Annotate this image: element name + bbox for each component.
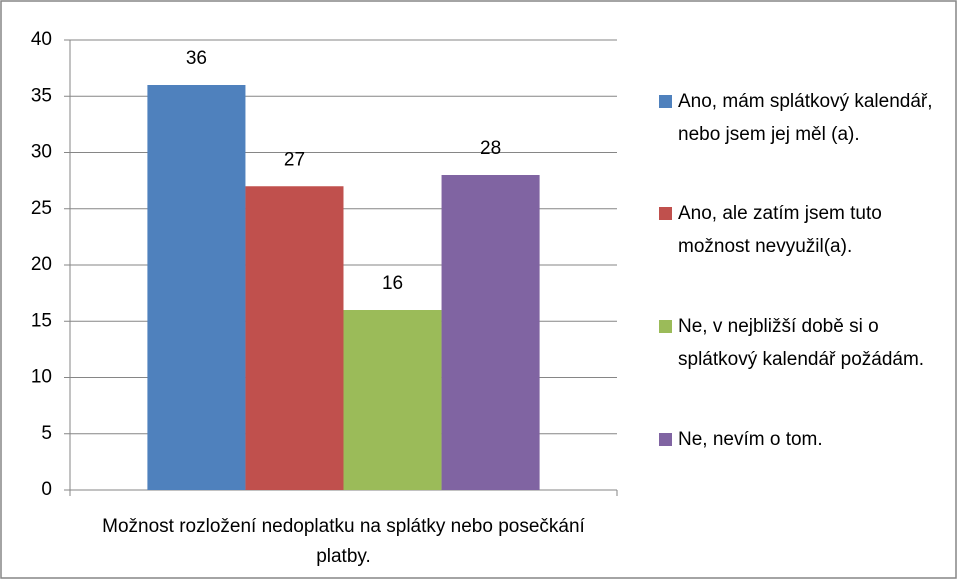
bar <box>441 175 540 490</box>
y-tick-label: 20 <box>31 254 52 275</box>
bar <box>147 85 246 490</box>
y-tick-label: 10 <box>31 367 52 388</box>
bar <box>343 310 442 490</box>
bar <box>245 186 344 490</box>
x-tick-label: Možnost rozložení nedoplatku na splátky … <box>102 516 585 567</box>
legend-label: Ne, nevím o tom. <box>678 429 823 450</box>
legend-label: Ne, v nejbližší době si o splátkový kale… <box>678 316 925 370</box>
y-tick-label: 25 <box>31 198 52 219</box>
data-label: 27 <box>284 149 305 170</box>
legend-swatch <box>659 320 672 333</box>
legend-swatch <box>659 95 672 108</box>
data-label: 28 <box>480 138 501 159</box>
legend-swatch <box>659 433 672 446</box>
y-tick-label: 5 <box>41 423 52 444</box>
legend-swatch <box>659 207 672 220</box>
data-label: 16 <box>382 273 403 294</box>
y-tick-label: 15 <box>31 310 52 331</box>
y-tick-label: 35 <box>31 85 52 106</box>
data-label: 36 <box>186 48 207 69</box>
y-tick-label: 0 <box>41 479 52 500</box>
legend-label: Ano, ale zatím jsem tuto možnost nevyuži… <box>678 203 882 257</box>
y-tick-label: 30 <box>31 142 52 163</box>
y-tick-label: 40 <box>31 29 52 50</box>
legend-label: Ano, mám splátkový kalendář, nebo jsem j… <box>678 91 933 145</box>
